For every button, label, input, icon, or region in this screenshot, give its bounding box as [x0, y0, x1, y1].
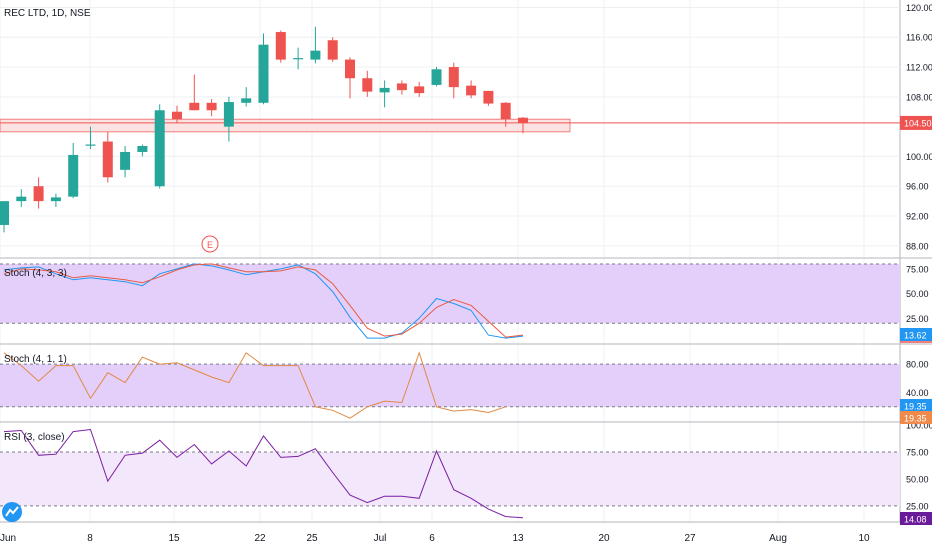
- candle-body: [137, 146, 148, 152]
- indicator-series-line: [3, 428, 524, 519]
- candle-body: [241, 98, 252, 103]
- earnings-marker[interactable]: E: [201, 235, 219, 253]
- time-tick-label: 6: [429, 533, 435, 544]
- indicator-tick-label: 75.00: [906, 448, 929, 458]
- candle-body: [293, 58, 304, 60]
- indicator-tick-label: 80.00: [906, 360, 929, 370]
- time-tick-label: 8: [87, 533, 93, 544]
- candle-body: [310, 50, 321, 60]
- candle-body: [275, 32, 286, 60]
- indicator-tick-label: 50.00: [906, 474, 929, 484]
- candle-body: [172, 111, 182, 120]
- price-candles: [0, 26, 528, 233]
- candle-body: [68, 154, 79, 197]
- tradingview-logo-icon[interactable]: [2, 502, 22, 522]
- indicator-series-line: [3, 351, 506, 419]
- candle-body: [362, 78, 373, 92]
- candle-body: [0, 201, 9, 225]
- rsi-title[interactable]: RSI (3, close): [4, 432, 65, 443]
- candle-body: [414, 86, 425, 94]
- time-tick-label: 25: [306, 533, 318, 544]
- rsi-last-value-label: 14.08: [904, 515, 927, 525]
- candle-body: [16, 196, 27, 202]
- time-tick-label: Aug: [769, 533, 787, 544]
- candle-body: [448, 67, 459, 88]
- earnings-letter: E: [207, 240, 213, 250]
- candle-body: [379, 87, 390, 93]
- candle-body: [33, 186, 44, 202]
- price-tick-label: 108.00: [906, 92, 932, 102]
- stoch2-last-value-label: 19.35: [904, 402, 927, 412]
- candle-body: [189, 102, 200, 111]
- time-tick-label: 13: [512, 533, 524, 544]
- candle-body: [223, 102, 234, 127]
- candle-body: [500, 102, 511, 120]
- stoch1-last-value-badge: [900, 328, 932, 341]
- support-zone: [0, 118, 571, 133]
- time-axis[interactable]: Jun 8 15 22 25 Jul 6 13 20 27 Aug 10: [0, 533, 870, 544]
- price-tick-label: 112.00: [906, 63, 932, 73]
- candle-body: [518, 117, 528, 123]
- time-tick-label: 20: [598, 533, 610, 544]
- stoch2-d-last-value-label: 19.35: [904, 414, 927, 424]
- candle-body: [483, 90, 494, 104]
- last-price-badge: [900, 115, 932, 130]
- overbought-oversold-band: [0, 263, 900, 324]
- time-tick-label: Jun: [0, 533, 16, 544]
- indicator-series-line: [3, 263, 524, 338]
- price-axis[interactable]: 120.00 116.00 112.00 108.00 100.00 96.00 92.00…: [900, 3, 932, 525]
- overbought-oversold-band: [0, 364, 900, 407]
- stoch2-last-value-badge: [900, 399, 932, 412]
- candle-body: [345, 59, 355, 79]
- price-tick-label: 88.00: [906, 241, 929, 251]
- time-tick-label: 10: [858, 533, 870, 544]
- candle-body: [258, 44, 269, 103]
- candle-body: [431, 69, 442, 85]
- indicator-tick-label: 40.00: [906, 388, 929, 398]
- pane-labels: REC LTD, 1D, NSE Stoch (4, 3, 3) Stoch (…: [4, 8, 91, 443]
- earnings-circle-icon: [201, 235, 219, 253]
- overbought-oversold-band: [0, 452, 900, 506]
- indicator-tick-label: 100.00: [906, 421, 932, 431]
- indicator-tick-label: 50.00: [906, 289, 929, 299]
- candle-body: [50, 197, 61, 202]
- candle-body: [85, 144, 96, 146]
- price-tick-label: 96.00: [906, 182, 929, 192]
- candle-body: [206, 102, 217, 111]
- price-tick-label: 120.00: [906, 3, 932, 13]
- indicator-lines: [3, 263, 524, 519]
- time-tick-label: 27: [684, 533, 696, 544]
- indicator-tick-label: 25.00: [906, 314, 929, 324]
- symbol-title: REC LTD, 1D, NSE: [4, 8, 91, 19]
- stoch2-title[interactable]: Stoch (4, 1, 1): [4, 354, 67, 365]
- rsi-last-value-badge: [900, 512, 932, 525]
- price-tick-label: 100.00: [906, 152, 932, 162]
- stoch1-title[interactable]: Stoch (4, 3, 3): [4, 268, 67, 279]
- candle-body: [396, 83, 407, 91]
- time-tick-label: Jul: [374, 533, 387, 544]
- grid-lines: [0, 0, 932, 523]
- candle-body: [466, 85, 477, 96]
- stoch1-last-value-label: 13.62: [904, 331, 927, 341]
- candle-body: [102, 141, 113, 178]
- stoch2-d-last-value-badge: [900, 411, 932, 424]
- indicator-tick-label: 25.00: [906, 501, 929, 511]
- indicator-bands: [0, 118, 900, 507]
- time-tick-label: 22: [254, 533, 266, 544]
- candle-body: [327, 40, 338, 60]
- price-tick-label: 116.00: [906, 33, 932, 43]
- last-price-label: 104.50: [904, 118, 932, 128]
- time-tick-label: 15: [168, 533, 180, 544]
- candle-body: [120, 151, 131, 170]
- candle-body: [154, 110, 165, 187]
- price-tick-label: 92.00: [906, 212, 929, 222]
- indicator-tick-label: 75.00: [906, 264, 929, 274]
